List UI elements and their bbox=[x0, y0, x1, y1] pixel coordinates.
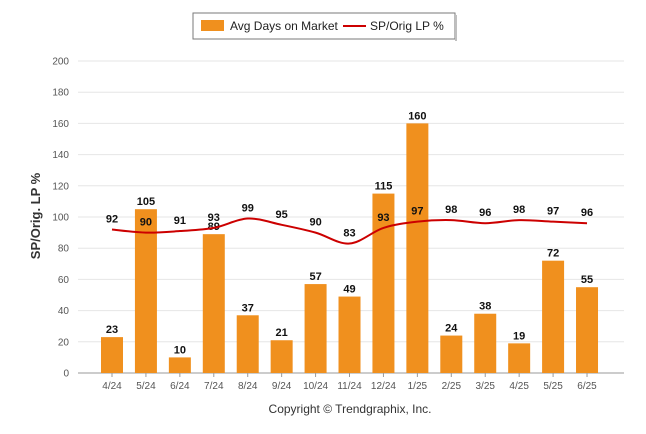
legend: Avg Days on Market SP/Orig LP % bbox=[192, 12, 457, 41]
x-tick-label: 10/24 bbox=[303, 381, 328, 392]
bar-data-label: 21 bbox=[276, 327, 288, 339]
legend-box-shadow bbox=[455, 15, 457, 41]
x-tick-label: 1/25 bbox=[408, 381, 428, 392]
bar bbox=[202, 234, 225, 373]
y-tick-label: 160 bbox=[52, 119, 69, 130]
line-data-label: 83 bbox=[343, 228, 355, 240]
y-tick-label: 140 bbox=[52, 150, 69, 161]
line-data-label: 99 bbox=[242, 203, 254, 215]
bar-data-label: 115 bbox=[375, 181, 393, 193]
bar bbox=[168, 357, 191, 373]
x-tick-label: 4/24 bbox=[102, 381, 122, 392]
line-data-label: 91 bbox=[174, 215, 186, 227]
bar-data-label: 57 bbox=[309, 271, 321, 283]
legend-swatch-bar bbox=[201, 20, 224, 31]
y-tick-label: 80 bbox=[58, 244, 70, 255]
y-tick-label: 200 bbox=[52, 57, 69, 68]
copyright: Copyright © Trendgraphix, Inc. bbox=[269, 402, 432, 416]
line-data-label: 90 bbox=[140, 217, 152, 229]
x-tick-label: 6/25 bbox=[577, 381, 597, 392]
bar bbox=[270, 340, 293, 373]
bar-data-label: 23 bbox=[106, 324, 118, 336]
y-tick-label: 20 bbox=[58, 337, 70, 348]
bar bbox=[440, 335, 463, 373]
x-tick-label: 9/24 bbox=[272, 381, 292, 392]
x-tick-label: 12/24 bbox=[371, 381, 396, 392]
bar bbox=[406, 123, 429, 374]
y-tick-label: 0 bbox=[63, 369, 69, 380]
line-data-label: 93 bbox=[377, 212, 389, 224]
line-data-label: 90 bbox=[309, 217, 321, 229]
line-labels: 92 90 91 93 99 95 90 83 93 97 98 96 98 97 96 bbox=[106, 203, 593, 240]
bar bbox=[338, 296, 361, 373]
x-tick-label: 7/24 bbox=[204, 381, 224, 392]
line-data-label: 93 bbox=[208, 212, 220, 224]
x-tick-label: 6/24 bbox=[170, 381, 190, 392]
bar-data-label: 49 bbox=[343, 284, 355, 296]
x-tick-label: 5/24 bbox=[136, 381, 156, 392]
line-data-label: 96 bbox=[581, 207, 593, 219]
bar-data-label: 19 bbox=[513, 330, 525, 342]
bar bbox=[372, 193, 395, 373]
x-axis-ticks: 4/24 5/24 6/24 7/24 8/24 9/24 10/24 11/24 12/24 1… bbox=[102, 373, 597, 392]
bar-data-label: 160 bbox=[408, 110, 426, 122]
bar bbox=[101, 337, 123, 373]
bar bbox=[508, 343, 531, 373]
y-axis-ticks: 0 20 40 60 80 100 120 140 160 180 200 bbox=[52, 57, 69, 380]
bar-data-label: 38 bbox=[479, 301, 491, 313]
bar bbox=[542, 260, 565, 373]
x-tick-label: 5/25 bbox=[543, 381, 563, 392]
x-tick-label: 3/25 bbox=[475, 381, 495, 392]
y-axis-label: SP/Orig. LP % bbox=[28, 172, 43, 259]
legend-label-line: SP/Orig LP % bbox=[370, 19, 444, 33]
bar bbox=[236, 315, 259, 373]
bar-data-label: 10 bbox=[174, 344, 186, 356]
legend-box bbox=[192, 12, 456, 40]
x-tick-label: 8/24 bbox=[238, 381, 258, 392]
x-tick-label: 4/25 bbox=[509, 381, 529, 392]
bar-data-label: 72 bbox=[547, 248, 559, 260]
bar bbox=[576, 287, 599, 373]
bar-data-label: 24 bbox=[445, 323, 458, 335]
x-tick-label: 2/25 bbox=[442, 381, 462, 392]
bar-data-label: 37 bbox=[242, 302, 254, 314]
line-data-label: 96 bbox=[479, 207, 491, 219]
y-tick-label: 120 bbox=[52, 181, 69, 192]
x-tick-label: 11/24 bbox=[337, 381, 362, 392]
bar bbox=[134, 209, 157, 373]
y-tick-label: 60 bbox=[58, 275, 70, 286]
line-data-label: 95 bbox=[276, 209, 288, 221]
bar-data-label: 55 bbox=[581, 274, 593, 286]
line-data-label: 98 bbox=[445, 204, 457, 216]
line-data-label: 97 bbox=[411, 206, 423, 218]
legend-label-bar: Avg Days on Market bbox=[230, 19, 338, 33]
y-tick-label: 180 bbox=[52, 88, 69, 99]
series-line bbox=[111, 217, 588, 245]
bar-data-label: 105 bbox=[137, 196, 155, 208]
line-data-label: 92 bbox=[106, 213, 118, 225]
y-tick-label: 40 bbox=[58, 306, 70, 317]
bars bbox=[101, 123, 599, 374]
line-data-label: 97 bbox=[547, 206, 559, 218]
y-tick-label: 100 bbox=[52, 213, 69, 224]
bar bbox=[304, 284, 327, 373]
line-data-label: 98 bbox=[513, 204, 525, 216]
bar bbox=[474, 313, 497, 373]
